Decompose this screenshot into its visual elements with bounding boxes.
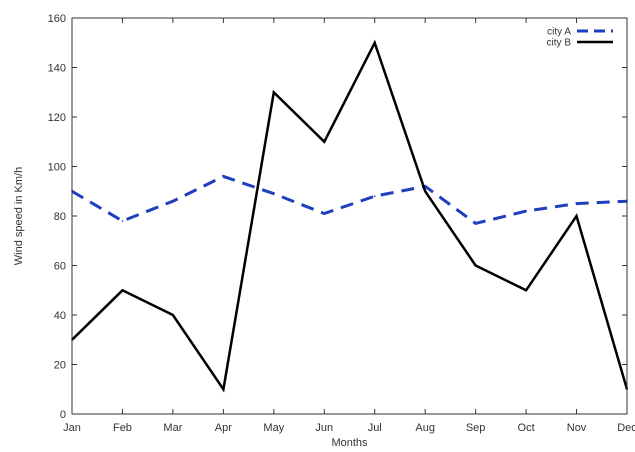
- x-tick-label: Apr: [215, 422, 232, 434]
- y-tick-label: 100: [48, 162, 66, 174]
- data-point-1-4: [222, 175, 225, 178]
- series-line-2: [71, 39, 629, 393]
- data-point-2-8: [424, 190, 427, 193]
- data-point-1-7: [373, 195, 376, 197]
- x-tick-label: Dec: [617, 422, 635, 434]
- x-tick-label: Oct: [518, 422, 535, 434]
- legend-item-1: city A: [547, 27, 613, 38]
- data-point-1-2: [121, 220, 124, 222]
- data-point-2-3: [172, 314, 174, 316]
- legend-label: city B: [547, 38, 572, 49]
- plot-area: [72, 18, 627, 414]
- data-point-2-2: [121, 289, 124, 292]
- data-point-1-9: [474, 222, 477, 225]
- data-point-2-10: [525, 289, 527, 292]
- x-tick-label: Jan: [63, 422, 81, 434]
- legend-label: city A: [547, 27, 571, 38]
- data-point-2-6: [323, 141, 326, 143]
- data-point-2-11: [575, 215, 578, 217]
- y-tick-label: 20: [54, 360, 66, 372]
- y-axis-label: Wind speed in Km/h: [13, 167, 25, 265]
- x-tick-label: Aug: [415, 422, 435, 434]
- series-line-1: [71, 174, 628, 226]
- y-tick-label: 40: [54, 310, 66, 322]
- y-tick-label: 0: [60, 409, 66, 421]
- y-tick-label: 140: [48, 63, 66, 75]
- data-point-1-3: [172, 200, 174, 202]
- legend-item-2: city B: [547, 38, 613, 49]
- data-point-2-4: [222, 388, 225, 391]
- data-point-1-6: [323, 212, 326, 215]
- x-axis: Jan Feb Mar Apr May Jun Jul Aug Sep Oct Nov Dec: [63, 18, 635, 434]
- y-tick-label: 80: [54, 211, 66, 223]
- x-tick-label: May: [263, 422, 284, 434]
- y-tick-label: 60: [54, 261, 66, 273]
- data-point-2-7: [373, 42, 376, 44]
- data-point-1-5: [273, 192, 275, 195]
- y-tick-label: 160: [48, 13, 66, 25]
- data-point-1-11: [575, 202, 578, 205]
- y-axis: 0 20 40 60 80 100 120 140 160: [48, 13, 627, 421]
- data-point-1-10: [525, 210, 527, 212]
- x-tick-label: Sep: [466, 422, 486, 434]
- data-point-2-9: [474, 264, 477, 267]
- x-tick-label: Mar: [163, 422, 182, 434]
- plot-background: [72, 18, 627, 414]
- x-tick-label: Nov: [567, 422, 587, 434]
- x-tick-label: Feb: [113, 422, 132, 434]
- data-point-2-5: [273, 91, 275, 94]
- x-axis-label: Months: [331, 437, 368, 449]
- y-tick-label: 120: [48, 112, 66, 124]
- x-tick-label: Jul: [368, 422, 382, 434]
- x-tick-label: Jun: [315, 422, 333, 434]
